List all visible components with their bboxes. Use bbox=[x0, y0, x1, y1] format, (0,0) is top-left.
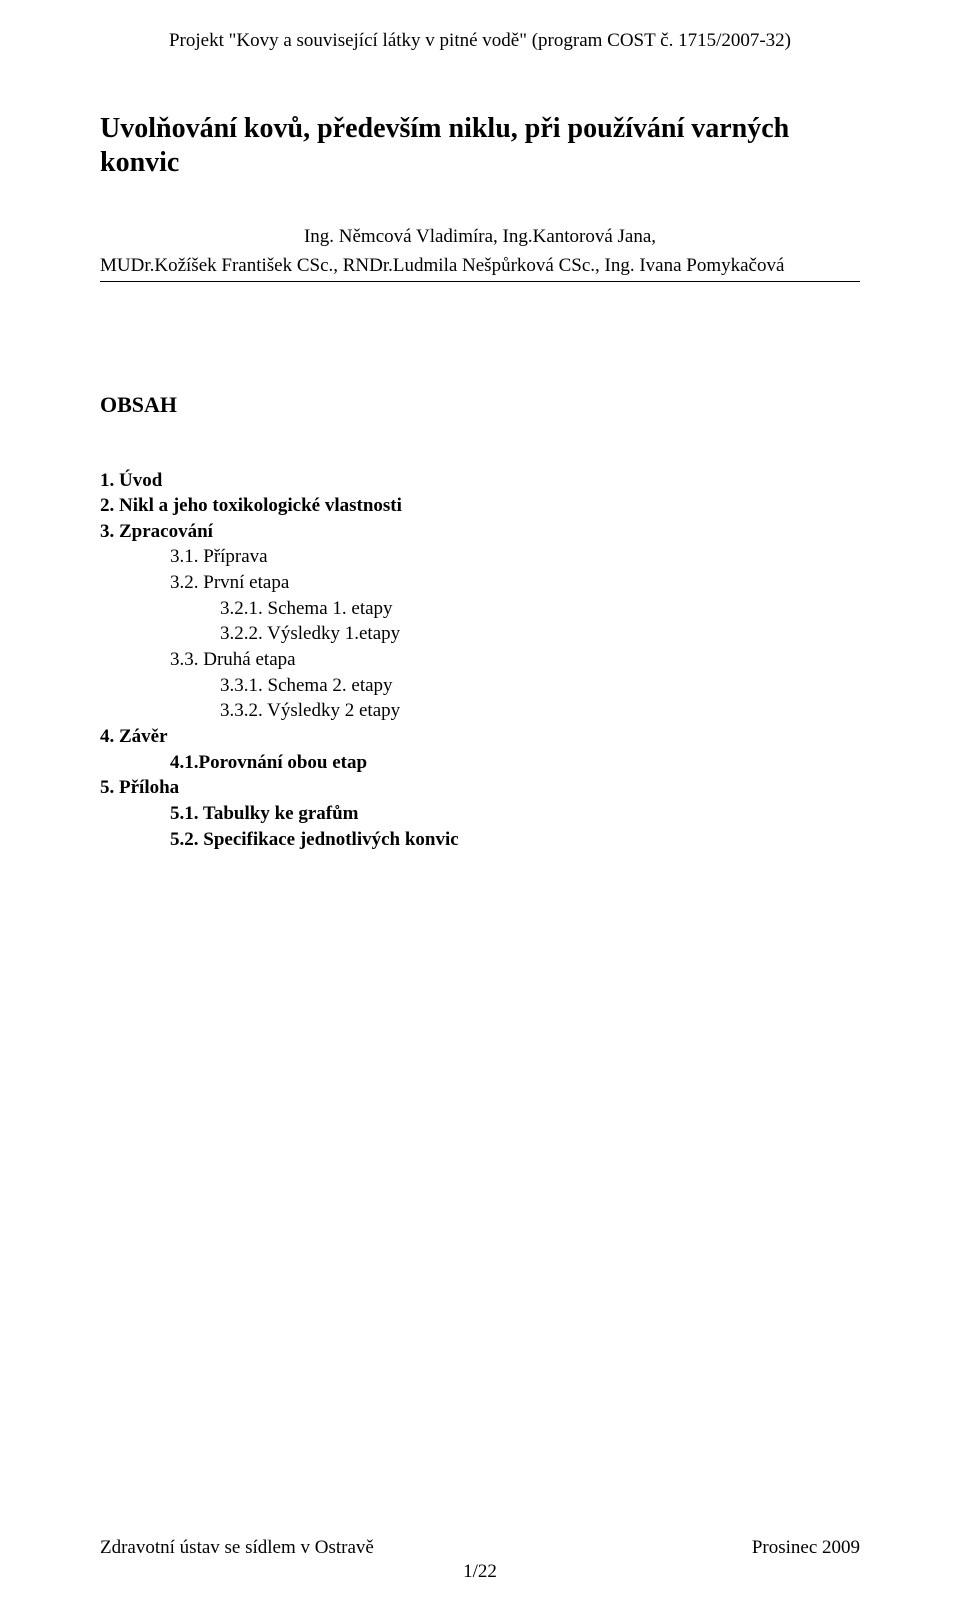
toc-item: 3.3.2. Výsledky 2 etapy bbox=[220, 698, 860, 724]
toc-item: 3.2.2. Výsledky 1.etapy bbox=[220, 621, 860, 647]
project-header: Projekt "Kovy a související látky v pitn… bbox=[100, 30, 860, 52]
authors-line-1: Ing. Němcová Vladimíra, Ing.Kantorová Ja… bbox=[100, 225, 860, 250]
toc-item: 3.2. První etapa bbox=[170, 570, 860, 596]
toc-item: 4.1.Porovnání obou etap bbox=[170, 750, 860, 776]
table-of-contents: 1. Úvod 2. Nikl a jeho toxikologické vla… bbox=[100, 468, 860, 853]
page-footer: Zdravotní ústav se sídlem v Ostravě Pros… bbox=[100, 1537, 860, 1583]
toc-item: 1. Úvod bbox=[100, 468, 860, 494]
toc-item: 3.3. Druhá etapa bbox=[170, 647, 860, 673]
footer-row: Zdravotní ústav se sídlem v Ostravě Pros… bbox=[100, 1537, 860, 1559]
toc-item: 5.1. Tabulky ke grafům bbox=[170, 801, 860, 827]
contents-heading: OBSAH bbox=[100, 392, 860, 418]
page-number: 1/22 bbox=[100, 1561, 860, 1583]
toc-item: 2. Nikl a jeho toxikologické vlastnosti bbox=[100, 493, 860, 519]
toc-item: 3.2.1. Schema 1. etapy bbox=[220, 596, 860, 622]
toc-item: 3. Zpracování bbox=[100, 519, 860, 545]
main-title: Uvolňování kovů, především niklu, při po… bbox=[100, 112, 860, 179]
toc-item: 5.2. Specifikace jednotlivých konvic bbox=[170, 827, 860, 853]
document-page: Projekt "Kovy a související látky v pitn… bbox=[0, 0, 960, 1613]
toc-item: 3.3.1. Schema 2. etapy bbox=[220, 673, 860, 699]
authors-line-2: MUDr.Kožíšek František CSc., RNDr.Ludmil… bbox=[100, 254, 860, 279]
toc-item: 5. Příloha bbox=[100, 775, 860, 801]
toc-item: 4. Závěr bbox=[100, 724, 860, 750]
footer-left: Zdravotní ústav se sídlem v Ostravě bbox=[100, 1537, 374, 1559]
separator-line bbox=[100, 281, 860, 282]
footer-right: Prosinec 2009 bbox=[752, 1537, 860, 1559]
toc-item: 3.1. Příprava bbox=[170, 544, 860, 570]
